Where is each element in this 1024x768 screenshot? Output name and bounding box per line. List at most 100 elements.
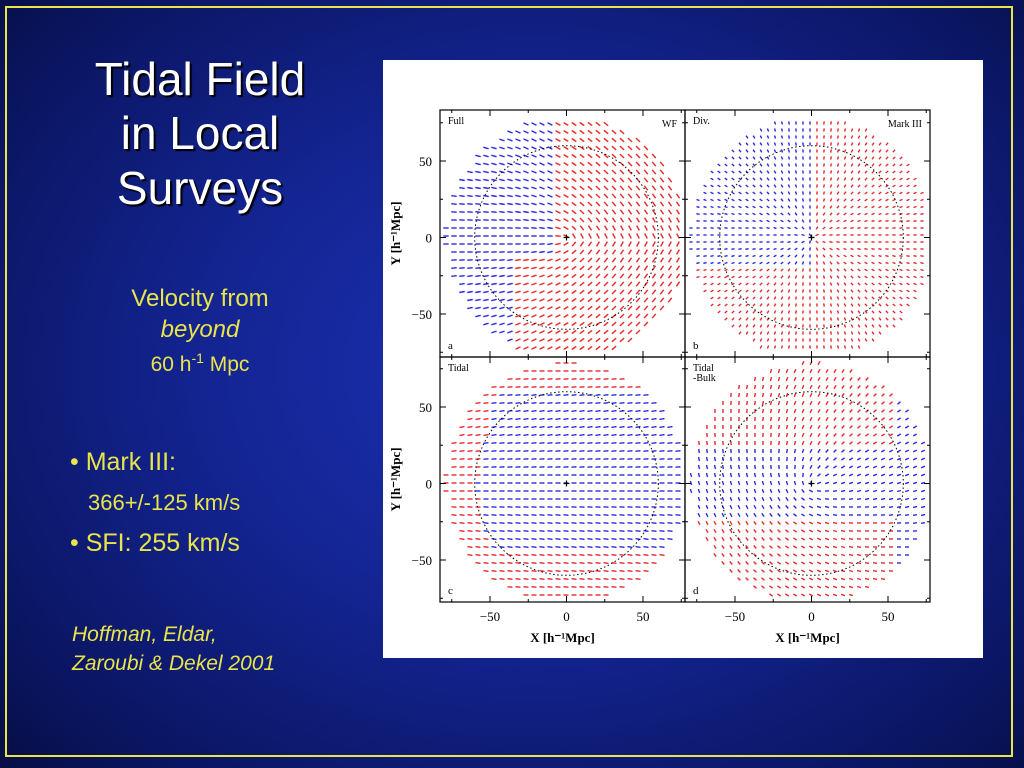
velocity-vector <box>841 425 845 429</box>
velocity-vector <box>563 450 569 452</box>
velocity-vector <box>731 149 735 153</box>
velocity-vector <box>897 401 901 405</box>
velocity-vector <box>475 537 481 541</box>
velocity-vector <box>780 142 784 146</box>
velocity-vector <box>698 448 700 454</box>
velocity-vector <box>555 250 561 254</box>
velocity-vector <box>635 177 641 183</box>
velocity-vector <box>668 241 672 247</box>
velocity-vector <box>710 212 714 216</box>
velocity-vector <box>612 233 616 239</box>
velocity-vector <box>752 268 756 272</box>
velocity-vector <box>539 178 545 182</box>
velocity-vector <box>745 520 749 526</box>
velocity-vector <box>746 400 748 406</box>
velocity-vector <box>872 497 878 501</box>
velocity-vector <box>531 202 537 206</box>
velocity-vector <box>794 205 798 209</box>
velocity-vector <box>912 457 918 461</box>
velocity-vector <box>611 249 617 255</box>
velocity-vector <box>627 153 633 159</box>
velocity-vector <box>824 529 830 533</box>
velocity-vector <box>451 275 457 277</box>
velocity-vector <box>619 169 625 175</box>
velocity-vector <box>752 198 756 202</box>
velocity-vector <box>710 198 714 202</box>
velocity-vector <box>731 177 735 181</box>
velocity-vector <box>603 257 609 263</box>
velocity-vector <box>515 154 521 158</box>
velocity-vector <box>539 226 545 230</box>
velocity-vector <box>491 322 497 326</box>
velocity-vector <box>603 313 609 319</box>
velocity-vector <box>872 577 878 581</box>
velocity-vector <box>752 219 756 223</box>
velocity-vector <box>773 149 777 153</box>
velocity-vector <box>792 569 798 573</box>
velocity-vector <box>587 217 593 223</box>
velocity-vector <box>857 377 861 381</box>
velocity-vector <box>555 266 561 270</box>
velocity-vector <box>873 393 877 397</box>
velocity-vector <box>563 442 569 444</box>
y-tick-label: 0 <box>426 477 433 492</box>
velocity-vector <box>651 442 657 444</box>
velocity-vector <box>724 184 728 188</box>
velocity-vector <box>817 368 821 374</box>
velocity-vector <box>539 425 545 429</box>
velocity-vector <box>864 198 868 202</box>
velocity-vector <box>737 480 741 486</box>
velocity-vector <box>643 273 649 279</box>
velocity-vector <box>920 191 924 195</box>
velocity-vector <box>843 324 847 328</box>
velocity-vector <box>784 553 790 557</box>
velocity-vector <box>555 425 561 429</box>
velocity-vector <box>547 450 553 452</box>
velocity-vector <box>788 345 790 349</box>
velocity-vector <box>785 488 789 494</box>
velocity-vector <box>759 254 763 258</box>
velocity-vector <box>801 392 805 398</box>
velocity-vector <box>745 198 749 202</box>
velocity-vector <box>836 268 840 272</box>
velocity-vector <box>595 225 601 231</box>
velocity-vector <box>871 219 875 223</box>
velocity-vector <box>801 497 805 501</box>
velocity-vector <box>793 424 797 430</box>
velocity-vector <box>857 268 861 272</box>
velocity-vector <box>651 417 657 421</box>
velocity-vector <box>857 205 861 209</box>
velocity-vector <box>777 529 781 533</box>
velocity-vector <box>579 161 585 167</box>
velocity-vector <box>717 261 721 265</box>
velocity-vector <box>777 376 781 382</box>
velocity-vector <box>836 149 840 153</box>
velocity-vector <box>697 488 701 494</box>
velocity-vector <box>792 577 798 581</box>
velocity-vector <box>555 433 561 437</box>
velocity-vector <box>611 129 617 135</box>
velocity-vector <box>841 449 845 453</box>
velocity-vector <box>523 306 529 310</box>
panel-a <box>439 109 686 358</box>
velocity-vector <box>857 296 861 300</box>
velocity-vector <box>769 529 773 533</box>
velocity-vector <box>832 537 838 541</box>
x-axis-label: X [h⁻¹Mpc] <box>530 630 595 645</box>
velocity-vector <box>784 577 790 581</box>
velocity-vector <box>766 191 770 195</box>
velocity-vector <box>722 448 724 454</box>
survey-boundary-circle <box>474 391 659 576</box>
slide-border <box>5 6 1013 757</box>
velocity-vector <box>731 191 735 195</box>
velocity-vector <box>857 219 861 223</box>
velocity-vector <box>788 121 790 125</box>
velocity-vector <box>885 205 889 209</box>
velocity-vector <box>787 142 791 146</box>
velocity-vector <box>777 392 781 398</box>
velocity-vector <box>752 135 756 139</box>
velocity-vector <box>759 156 763 160</box>
velocity-vector <box>603 201 609 207</box>
velocity-vector <box>769 545 773 549</box>
velocity-vector <box>523 433 529 437</box>
